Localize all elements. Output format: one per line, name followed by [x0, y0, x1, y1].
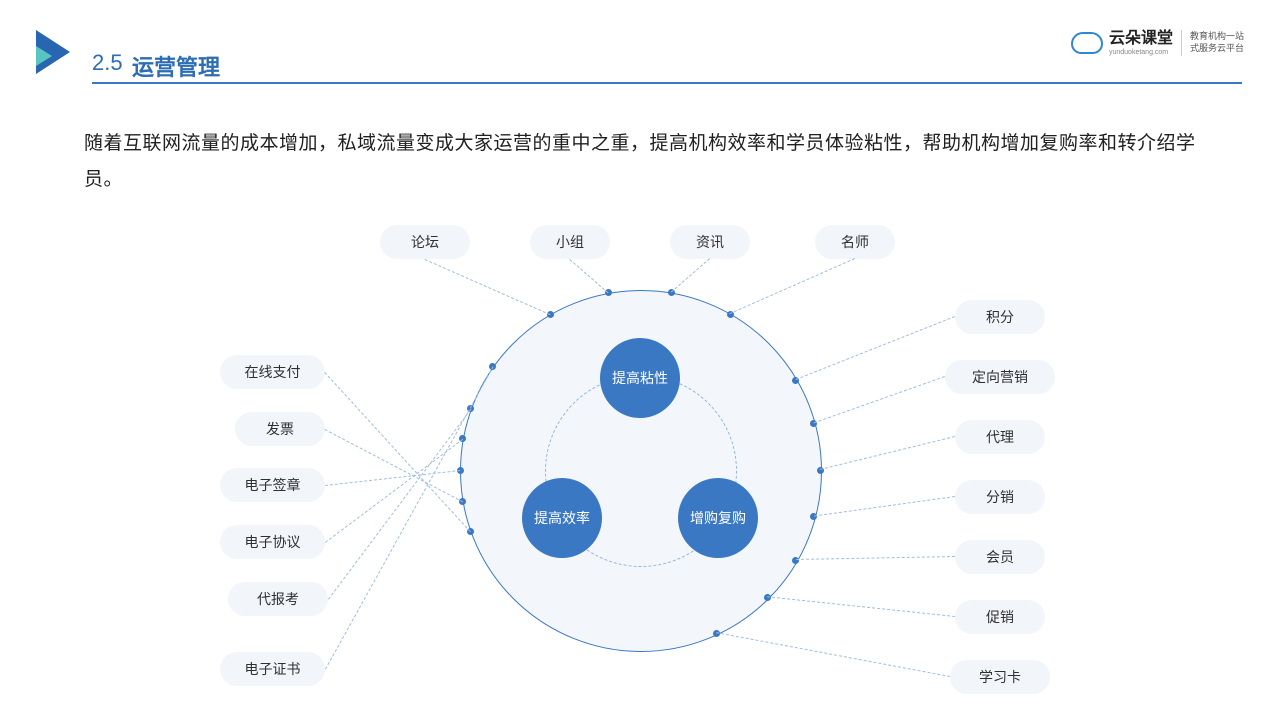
right-pill: 积分 — [955, 300, 1045, 334]
top-pill: 论坛 — [380, 225, 470, 259]
play-icon-inner — [36, 46, 52, 66]
logo-main: 云朵课堂 — [1109, 31, 1173, 47]
title-underline — [92, 82, 1242, 84]
left-pill: 代报考 — [228, 582, 328, 616]
right-pill: 代理 — [955, 420, 1045, 454]
logo-text: 云朵课堂 yunduoketang.com — [1109, 31, 1173, 56]
right-pill: 分销 — [955, 480, 1045, 514]
top-pill: 名师 — [815, 225, 895, 259]
connector-line — [796, 556, 955, 560]
section-title: 运营管理 — [132, 50, 220, 82]
operations-diagram: 提高粘性提高效率增购复购 论坛 小组 资讯 名师在线支付发票电子签章电子协议代报考电子证… — [0, 200, 1280, 720]
cloud-icon — [1071, 32, 1103, 54]
top-pill: 小组 — [530, 225, 610, 259]
connector-line — [671, 258, 710, 292]
left-pill: 发票 — [235, 412, 325, 446]
description-text: 随着互联网流量的成本增加，私域流量变成大家运营的重中之重，提高机构效率和学员体验… — [84, 126, 1214, 198]
connector-line — [716, 632, 950, 677]
connector-line — [814, 496, 955, 517]
connector-line — [796, 316, 955, 380]
logo-sub: yunduoketang.com — [1109, 49, 1173, 56]
connector-line — [767, 596, 955, 617]
right-pill: 学习卡 — [950, 660, 1050, 694]
connector-line — [325, 470, 460, 486]
logo-divider — [1181, 30, 1182, 56]
logo-tagline: 教育机构一站 式服务云平台 — [1190, 31, 1250, 54]
connector-line — [425, 259, 550, 315]
left-pill: 电子签章 — [220, 468, 325, 502]
left-pill: 电子协议 — [220, 525, 325, 559]
hub-node-0: 提高粘性 — [600, 338, 680, 418]
connector-line — [730, 258, 855, 314]
connector-line — [328, 408, 472, 599]
connector-line — [820, 436, 955, 470]
brand-logo: 云朵课堂 yunduoketang.com 教育机构一站 式服务云平台 — [1071, 30, 1250, 56]
left-pill: 在线支付 — [220, 355, 325, 389]
connector-line — [324, 372, 471, 532]
connector-line — [569, 259, 608, 293]
right-pill: 促销 — [955, 600, 1045, 634]
section-number: 2.5 — [92, 50, 123, 76]
top-pill: 资讯 — [670, 225, 750, 259]
right-pill: 定向营销 — [945, 360, 1055, 394]
left-pill: 电子证书 — [220, 652, 325, 686]
hub-node-2: 增购复购 — [678, 478, 758, 558]
connector-line — [814, 376, 945, 423]
right-pill: 会员 — [955, 540, 1045, 574]
hub-node-1: 提高效率 — [522, 478, 602, 558]
